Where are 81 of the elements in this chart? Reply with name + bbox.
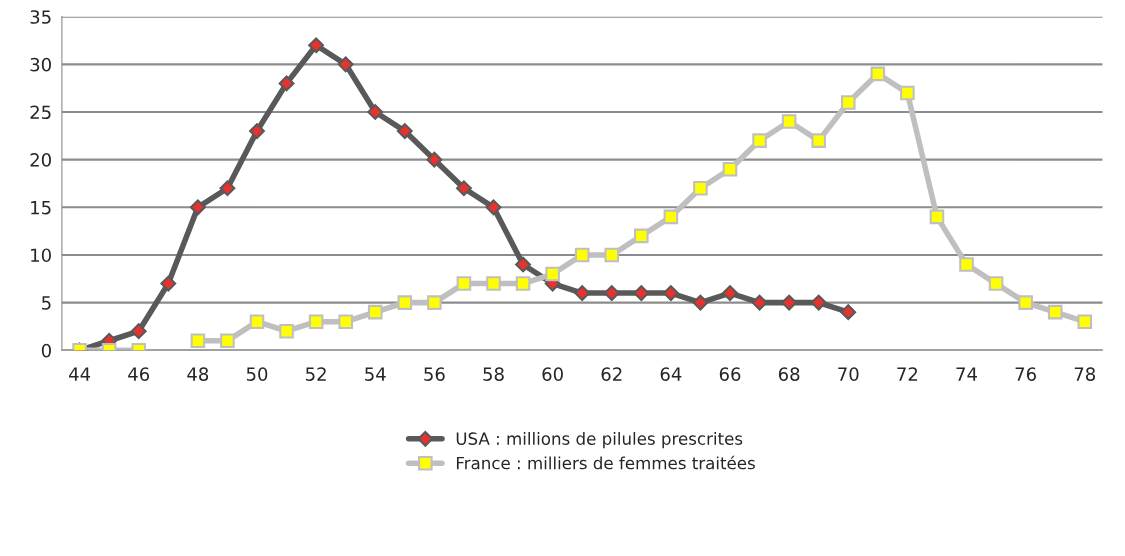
y-tick-label: 25 [30,105,51,120]
point [515,276,531,291]
point [367,304,383,320]
point [397,295,413,310]
point [722,161,738,177]
y-tick-label: 5 [42,296,51,310]
legend-label: France : milliers de femmes traitées [456,455,755,470]
x-tick-label: 70 [838,367,859,381]
x-tick-label: 64 [660,367,682,381]
y-tick-label: 30 [30,57,51,72]
point [929,209,945,225]
point [1018,295,1033,310]
point [426,151,443,168]
x-tick-label: 48 [187,367,209,381]
point [220,333,235,349]
point [811,133,826,148]
point [189,199,206,216]
x-tick-label: 78 [1074,367,1096,381]
x-tick-label: 58 [483,367,504,381]
point [545,266,560,282]
x-tick-label: 74 [956,367,977,381]
point [988,276,1004,291]
point [279,323,294,339]
point [634,228,649,244]
point [278,75,295,92]
point [486,276,501,291]
point [959,257,974,272]
point [574,285,591,302]
point [633,285,650,302]
x-tick-label: 68 [778,367,800,381]
y-tick-label: 15 [31,201,51,215]
x-tick-label: 76 [1015,367,1036,381]
point [752,133,767,148]
point [603,285,620,302]
point [840,95,856,110]
point [160,275,177,292]
x-tick-label: 56 [424,367,445,381]
point [781,114,797,129]
point [338,314,353,329]
point [396,123,413,139]
point [692,294,709,311]
point [130,323,147,340]
point [663,209,679,225]
point [900,85,915,101]
point [693,180,708,196]
point [1047,304,1063,320]
x-tick-label: 52 [306,367,326,381]
point [249,123,265,139]
point [190,333,206,349]
x-tick-label: 44 [69,367,91,381]
point [367,104,384,120]
x-tick-label: 62 [601,367,622,381]
point [751,294,768,311]
point [308,37,325,54]
y-tick-label: 10 [31,248,51,263]
y-tick-label: 20 [30,153,51,167]
point [574,247,590,263]
point [870,66,886,82]
point [427,295,442,310]
point [485,199,502,216]
y-tick-label: 35 [30,10,51,24]
x-tick-label: 66 [719,367,741,381]
point [662,285,679,302]
point [456,180,472,197]
x-tick-label: 50 [246,367,268,381]
point [1077,314,1093,329]
point [722,285,738,302]
x-tick-label: 54 [365,367,386,381]
point [219,180,236,197]
legend-label: USA : millions de pilules prescrites [456,432,743,449]
point [337,56,354,73]
point [840,304,857,321]
point [515,256,531,273]
x-tick-label: 72 [897,367,918,381]
x-tick-label: 46 [128,367,150,381]
y-tick-label: 0 [41,343,51,358]
point [604,247,620,263]
point [308,314,324,329]
point [456,276,472,291]
x-tick-label: 60 [542,367,563,381]
point [249,314,265,329]
